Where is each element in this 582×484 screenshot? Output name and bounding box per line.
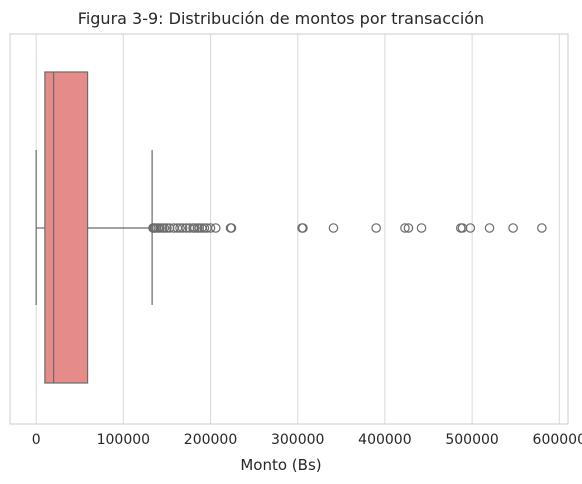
chart-title: Figura 3-9: Distribución de montos por t…: [78, 9, 484, 28]
x-tick-label-4: 400000: [358, 432, 411, 448]
outlier-point-21: [199, 223, 210, 233]
outlier-point-17: [190, 223, 200, 233]
outlier-point-36: [465, 223, 476, 233]
outlier-point-7: [159, 223, 170, 233]
x-tick-labels: 0 100000 200000 300000 400000 500000 600000: [32, 432, 582, 448]
outlier-point-37: [484, 223, 495, 233]
outlier-point-31: [400, 223, 410, 233]
outlier-point-30: [371, 223, 381, 233]
x-axis-label: Monto (Bs): [240, 456, 321, 474]
outlier-point-28: [298, 223, 308, 233]
x-tick-label-0: 0: [32, 432, 41, 448]
outlier-point-12: [175, 223, 185, 233]
iqr-box: [44, 71, 89, 384]
outlier-points: [148, 223, 547, 233]
outlier-point-5: [155, 223, 165, 233]
outlier-point-24: [210, 223, 221, 233]
x-tick-label-3: 300000: [271, 432, 324, 448]
outlier-point-39: [537, 223, 547, 233]
outlier-point-29: [328, 223, 339, 233]
outlier-point-8: [162, 223, 172, 233]
x-tick-label-2: 200000: [184, 432, 237, 448]
plot-frame: [9, 33, 569, 425]
x-tick-label-1: 100000: [97, 432, 150, 448]
x-tick-label-5: 500000: [445, 432, 498, 448]
outlier-point-26: [226, 223, 237, 233]
outlier-point-38: [508, 223, 518, 233]
outlier-point-33: [416, 223, 427, 233]
outlier-point-13: [177, 223, 188, 233]
grid-lines: [35, 34, 560, 424]
outlier-point-23: [205, 223, 216, 233]
box-plot-layer: [35, 71, 153, 384]
x-tick-label-6: 600000: [533, 432, 582, 448]
outlier-point-32: [403, 223, 414, 233]
